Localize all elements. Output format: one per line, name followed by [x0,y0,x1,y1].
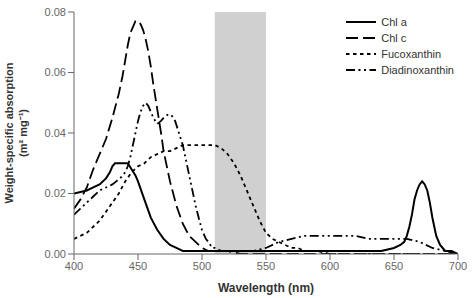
svg-text:500: 500 [193,260,211,272]
svg-text:650: 650 [385,260,403,272]
svg-text:0.02: 0.02 [45,187,66,199]
html-text:Chl c: Chl c [381,32,407,44]
svg-text:700: 700 [449,260,466,272]
svg-text:0.08: 0.08 [45,6,66,18]
svg-text:0.04: 0.04 [45,127,66,139]
svg-text:Weight-specific absorption(m²: Weight-specific absorption(m² mg⁻¹) [8,62,29,203]
svg-text:0.00: 0.00 [45,248,66,260]
html-text:Diadinoxanthin: Diadinoxanthin [381,64,454,76]
svg-text:Wavelength (nm): Wavelength (nm) [218,281,314,295]
svg-text:450: 450 [129,260,147,272]
svg-text:400: 400 [65,260,83,272]
html-text:Fucoxanthin: Fucoxanthin [381,48,442,60]
html-text:Chl a: Chl a [381,16,407,28]
svg-text:550: 550 [257,260,275,272]
svg-text:600: 600 [321,260,339,272]
svg-text:0.06: 0.06 [45,66,66,78]
